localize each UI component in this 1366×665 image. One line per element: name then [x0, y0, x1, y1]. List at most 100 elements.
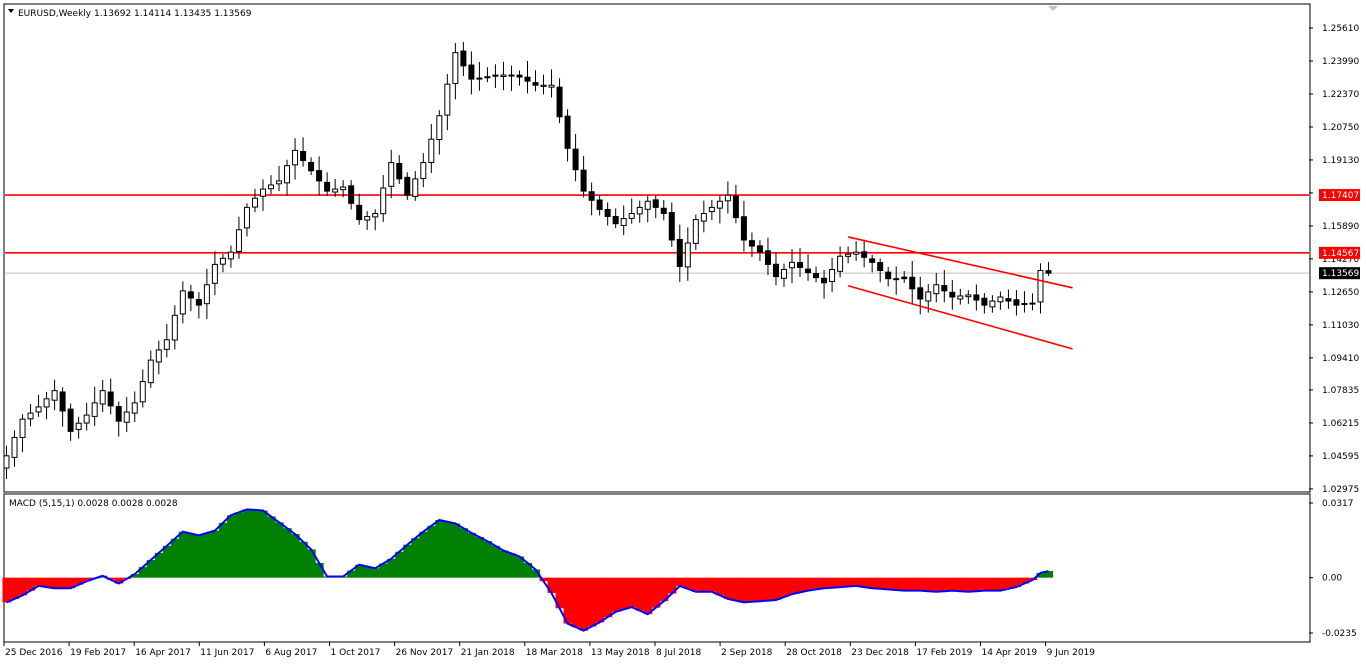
candle-body [75, 422, 82, 431]
candle [332, 179, 339, 197]
price-tick-label: 1.23990 [1322, 57, 1359, 67]
candle [468, 51, 475, 95]
candle-body [660, 207, 667, 214]
candle-body [35, 406, 42, 413]
macd-bar [844, 577, 853, 587]
candle-body [67, 408, 74, 432]
candle [179, 281, 186, 324]
candle [508, 65, 515, 91]
macd-bar [170, 538, 180, 578]
macd-bar [371, 568, 380, 578]
time-tick-label: 26 Nov 2017 [396, 648, 454, 658]
price-tick-label: 1.15890 [1322, 222, 1359, 232]
chart-shift-marker-icon[interactable] [1048, 6, 1058, 11]
candle [764, 237, 771, 275]
time-tick-label: 2 Sep 2018 [721, 648, 773, 658]
macd-bar [884, 577, 893, 590]
candle [660, 200, 667, 221]
macd-bar [715, 577, 725, 596]
macd-bar [507, 553, 517, 578]
macd-bar [114, 577, 124, 584]
price-tag-2 [1319, 267, 1360, 280]
time-tick-label: 6 Aug 2017 [265, 648, 317, 658]
candle [259, 179, 266, 211]
candle-body [837, 255, 844, 272]
macd-bar [363, 566, 372, 578]
macd-bar [539, 577, 549, 582]
candle-body [780, 268, 787, 279]
candle-body [276, 180, 283, 185]
macd-bar [972, 577, 981, 592]
candle-body [909, 276, 916, 290]
candle-body [99, 390, 106, 405]
trend-channel [847, 236, 1073, 350]
macd-bar [579, 577, 589, 631]
macd-bar [347, 570, 356, 578]
candle-body [877, 262, 884, 272]
channel-line-1[interactable] [847, 285, 1073, 350]
candle [1037, 263, 1044, 314]
candle [107, 378, 114, 415]
candle [636, 200, 643, 223]
macd-bar [10, 577, 20, 599]
candle [813, 266, 820, 283]
candle [3, 445, 10, 479]
candle [123, 397, 130, 433]
candle-body [171, 314, 178, 341]
candle-body [821, 277, 828, 284]
candle [885, 266, 892, 287]
candle [965, 290, 972, 304]
macd-bar [242, 509, 252, 578]
candle-body [620, 218, 627, 226]
candle [877, 258, 884, 283]
candle-body [532, 82, 539, 86]
candle [203, 268, 210, 320]
candle [492, 64, 499, 89]
candle [444, 74, 451, 131]
macd-bar [194, 535, 204, 578]
candle [588, 182, 595, 216]
candle-body [508, 74, 515, 77]
channel-line-0[interactable] [847, 236, 1073, 289]
candle-body [163, 339, 170, 350]
candle [805, 254, 812, 281]
macd-bar [130, 574, 140, 578]
candle [75, 416, 82, 439]
dropdown-triangle-icon[interactable] [8, 9, 14, 13]
candle [933, 272, 940, 303]
macd-bar [956, 577, 965, 592]
candle-body [588, 191, 595, 201]
candle-body [308, 161, 315, 172]
macd-bar [675, 577, 685, 586]
candle [452, 42, 459, 100]
price-panel[interactable] [3, 3, 1311, 493]
candle [316, 156, 323, 196]
macd-bar [1036, 572, 1046, 578]
candle-body [772, 263, 779, 278]
candle [43, 391, 50, 420]
candle-body [644, 200, 651, 210]
candle-body [268, 184, 275, 190]
candle [380, 174, 387, 222]
price-tag-label: 1.14567 [1322, 249, 1359, 259]
macd-bar [50, 577, 60, 589]
macd-bar [996, 577, 1006, 591]
candle-body [372, 212, 379, 218]
candle [500, 61, 507, 91]
time-tick-label: 19 Feb 2017 [70, 648, 126, 658]
candle-body [195, 299, 202, 306]
candle [428, 124, 435, 173]
macd-bar [146, 559, 156, 578]
candle-body [1037, 270, 1044, 303]
candle [981, 293, 988, 314]
candle [917, 276, 924, 315]
candle-body [380, 187, 387, 215]
macd-bar [852, 577, 861, 586]
candle-body [917, 287, 924, 300]
candle [195, 292, 202, 319]
candle-body [636, 206, 643, 215]
macd-bar [58, 577, 68, 589]
macd-bar [435, 519, 444, 578]
candle [821, 269, 828, 299]
